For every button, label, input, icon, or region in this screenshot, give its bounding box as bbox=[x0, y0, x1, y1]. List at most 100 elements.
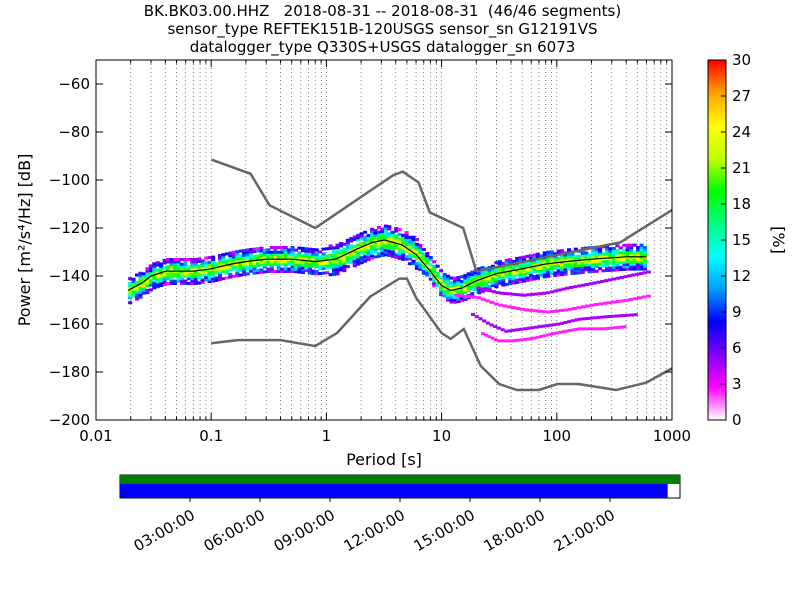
colorbar-tick-label: 27 bbox=[732, 87, 751, 105]
heatmap-cell bbox=[604, 254, 610, 258]
heatmap-cell bbox=[404, 255, 409, 259]
heatmap-cell bbox=[179, 258, 185, 261]
heatmap-cell bbox=[390, 242, 395, 246]
heatmap-cell bbox=[376, 245, 381, 249]
heatmap-cell bbox=[217, 256, 223, 260]
heatmap-cell bbox=[183, 258, 188, 261]
outlier-cell bbox=[567, 307, 573, 311]
heatmap-cell bbox=[242, 249, 247, 253]
heatmap-cell bbox=[546, 269, 551, 273]
heatmap-cell bbox=[376, 242, 381, 246]
heatmap-cell bbox=[553, 271, 558, 275]
heatmap-cell bbox=[414, 245, 419, 249]
heatmap-cell bbox=[345, 241, 350, 245]
heatmap-cell bbox=[439, 285, 444, 289]
heatmap-cell bbox=[632, 253, 637, 257]
heatmap-cell bbox=[262, 260, 267, 264]
heatmap-cell bbox=[276, 262, 281, 266]
y-tick-label: −200 bbox=[49, 411, 90, 429]
y-tick-label: −160 bbox=[49, 315, 90, 333]
heatmap-cell bbox=[238, 256, 243, 260]
heatmap-cell bbox=[235, 259, 240, 263]
heatmap-cell bbox=[155, 280, 160, 284]
heatmap-cell bbox=[166, 265, 171, 269]
heatmap-cell bbox=[293, 267, 299, 271]
heatmap-cell bbox=[411, 252, 416, 256]
timeline-tick-label: 12:00:00 bbox=[341, 506, 408, 555]
heatmap-cell bbox=[255, 271, 261, 275]
outlier-cell bbox=[530, 326, 535, 330]
heatmap-cell bbox=[439, 278, 444, 282]
heatmap-cell bbox=[380, 230, 385, 234]
heatmap-cell bbox=[642, 253, 648, 257]
heatmap-cell bbox=[221, 260, 226, 264]
heatmap-cell bbox=[376, 252, 381, 256]
heatmap-cell bbox=[411, 250, 416, 254]
heatmap-cell bbox=[255, 264, 261, 268]
heatmap-cell bbox=[625, 250, 630, 254]
plot-frame bbox=[95, 59, 673, 421]
heatmap-cell bbox=[159, 264, 164, 268]
heatmap-cell bbox=[335, 255, 340, 259]
heatmap-cell bbox=[542, 251, 547, 255]
heatmap-cell bbox=[159, 262, 164, 266]
heatmap-cell bbox=[179, 265, 185, 269]
heatmap-cell bbox=[342, 254, 347, 258]
heatmap-cell bbox=[304, 256, 309, 260]
outlier-cell bbox=[602, 301, 608, 305]
heatmap-cell bbox=[138, 295, 143, 299]
heatmap-cell bbox=[269, 250, 274, 254]
heatmap-cell bbox=[145, 269, 150, 273]
heatmap-cell bbox=[587, 253, 592, 257]
heatmap-cell bbox=[217, 266, 223, 270]
x-axis-label: Period [s] bbox=[346, 450, 422, 469]
heatmap-cell bbox=[442, 284, 447, 288]
heatmap-cell bbox=[211, 267, 216, 271]
heatmap-cell bbox=[511, 276, 516, 280]
heatmap-cell bbox=[273, 250, 278, 254]
heatmap-cell bbox=[446, 274, 451, 278]
heatmap-cell bbox=[242, 268, 247, 272]
heatmap-cell bbox=[356, 248, 361, 252]
heatmap-cell bbox=[421, 267, 426, 271]
outlier-cell bbox=[490, 336, 495, 340]
heatmap-cell bbox=[535, 252, 540, 256]
heatmap-cell bbox=[197, 257, 202, 261]
heatmap-cell bbox=[636, 267, 641, 271]
heatmap-cell bbox=[528, 263, 534, 267]
heatmap-cell bbox=[190, 260, 195, 264]
heatmap-cell bbox=[528, 268, 534, 272]
heatmap-cell bbox=[335, 246, 340, 250]
heatmap-cell bbox=[563, 258, 568, 262]
heatmap-cell bbox=[383, 250, 388, 254]
y-axis-label: Power [m²/s⁴/Hz] [dB] bbox=[15, 154, 34, 327]
heatmap-cell bbox=[556, 268, 561, 272]
heatmap-cell bbox=[376, 230, 381, 234]
heatmap-cell bbox=[145, 281, 150, 285]
heatmap-cell bbox=[408, 235, 413, 239]
heatmap-cell bbox=[342, 252, 347, 256]
heatmap-cell bbox=[128, 296, 133, 300]
heatmap-cell bbox=[349, 246, 354, 250]
outlier-cell bbox=[629, 313, 635, 317]
heatmap-cell bbox=[224, 271, 229, 275]
heatmap-cell bbox=[463, 298, 468, 302]
outlier-cell bbox=[548, 323, 553, 327]
heatmap-cell bbox=[366, 243, 371, 247]
heatmap-cell bbox=[235, 250, 240, 254]
heatmap-cell bbox=[128, 289, 133, 293]
heatmap-cell bbox=[466, 286, 471, 290]
outlier-cell bbox=[618, 314, 623, 318]
heatmap-cell bbox=[373, 228, 378, 232]
heatmap-cell bbox=[446, 279, 451, 283]
heatmap-cell bbox=[584, 256, 589, 260]
heatmap-cell bbox=[373, 240, 378, 244]
heatmap-cell bbox=[508, 282, 513, 286]
heatmap-cell bbox=[155, 268, 160, 272]
heatmap-cell bbox=[446, 293, 451, 297]
heatmap-cell bbox=[504, 268, 509, 272]
heatmap-cell bbox=[480, 282, 485, 286]
heatmap-cell bbox=[152, 271, 157, 275]
heatmap-cell bbox=[428, 268, 433, 272]
outlier-cell bbox=[489, 323, 494, 327]
